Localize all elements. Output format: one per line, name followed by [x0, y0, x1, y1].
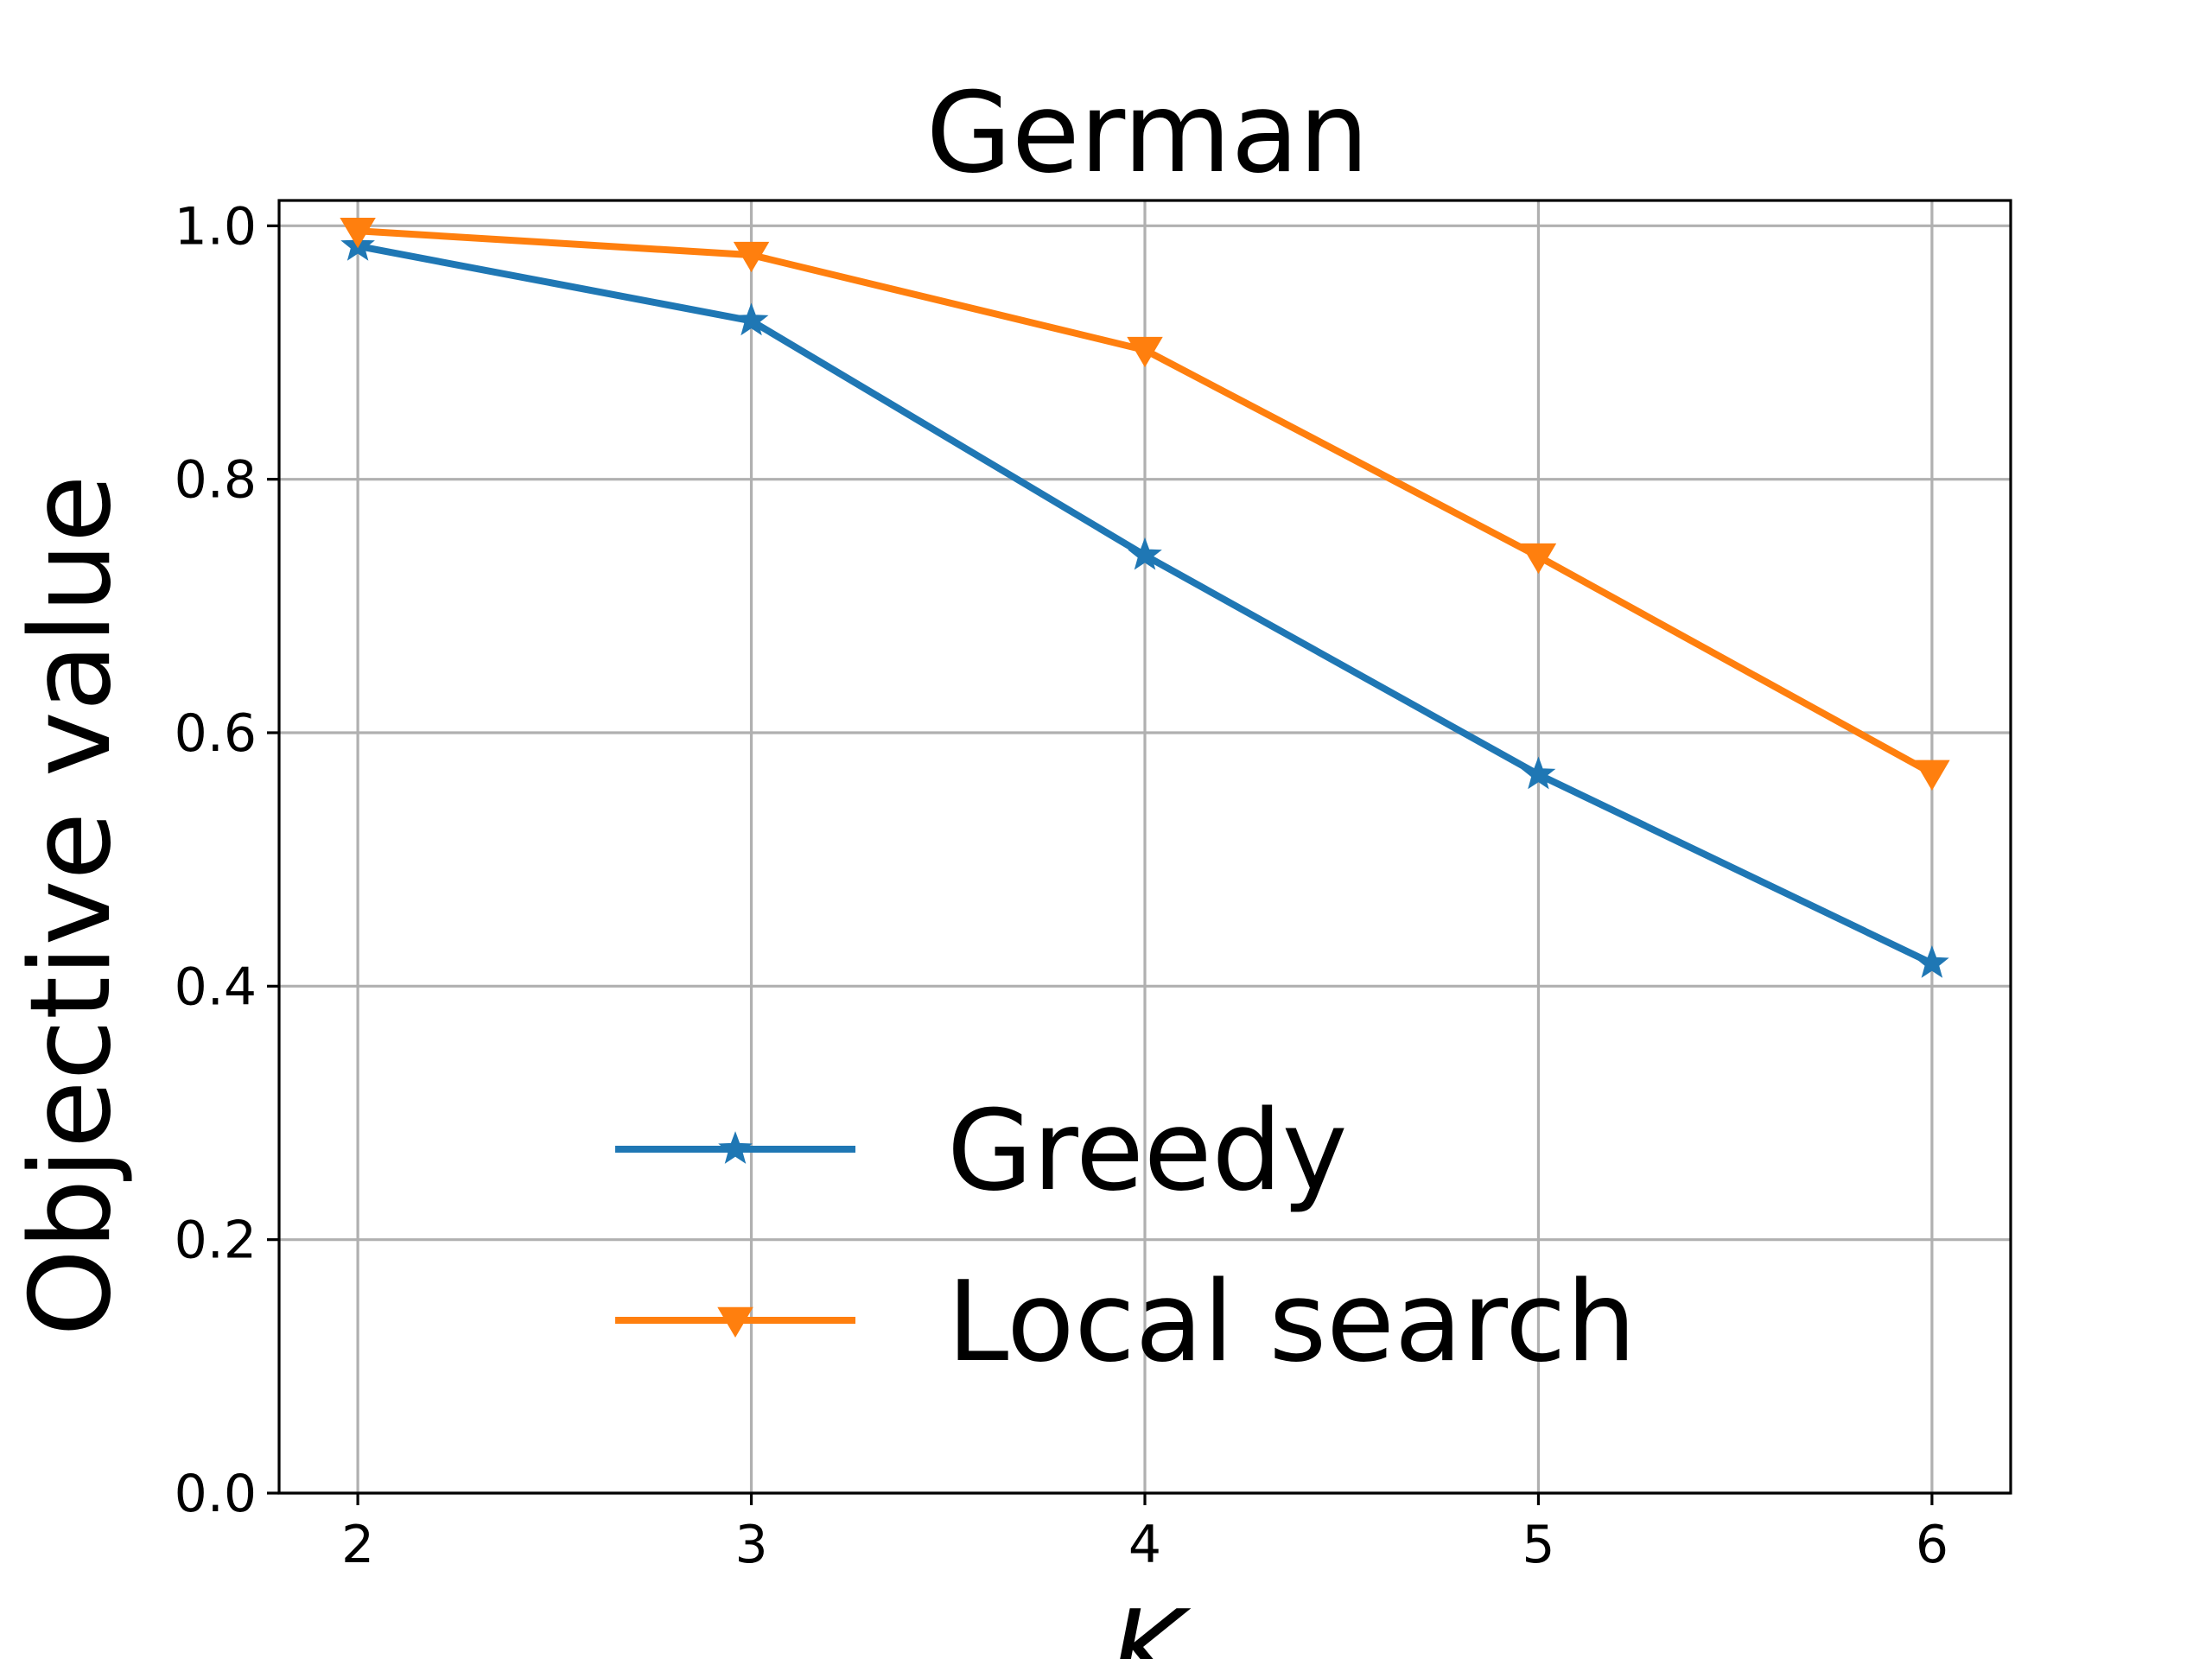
data-point — [1520, 543, 1557, 575]
x-tick-label: 5 — [1522, 1515, 1554, 1575]
y-axis-label: Objective value — [7, 474, 136, 1336]
data-point — [1915, 945, 1949, 978]
x-tick-label: 2 — [341, 1515, 374, 1575]
x-tick-label: 3 — [734, 1515, 767, 1575]
x-tick-label: 6 — [1916, 1515, 1948, 1575]
data-point — [1127, 336, 1163, 368]
x-axis-label: K — [1111, 1587, 1192, 1659]
y-tick-label: 0.2 — [175, 1211, 257, 1271]
series-1 — [340, 217, 1950, 791]
data-point — [1521, 756, 1556, 790]
legend-marker — [718, 1131, 753, 1164]
data-point — [340, 217, 376, 249]
series-layer — [340, 217, 1950, 978]
legend-label: Greedy — [947, 1087, 1348, 1216]
legend-label: Local search — [947, 1258, 1637, 1387]
data-point — [1128, 537, 1162, 570]
series-0 — [340, 227, 1949, 978]
data-point — [734, 302, 769, 336]
axis-ticks: 2 3 4 5 6 0.0 0.2 0.4 0.6 0.8 1.0 — [175, 196, 1948, 1575]
y-tick-label: 0.8 — [175, 450, 257, 511]
y-tick-label: 1.0 — [175, 196, 257, 257]
data-point — [733, 241, 770, 273]
y-tick-label: 0.6 — [175, 703, 257, 764]
legend-marker — [717, 1306, 753, 1338]
data-point — [1914, 760, 1950, 791]
chart-title: German — [926, 69, 1370, 198]
y-tick-label: 0.0 — [175, 1464, 257, 1524]
x-tick-label: 4 — [1128, 1515, 1161, 1575]
legend: Greedy Local search — [615, 1087, 1637, 1387]
y-tick-label: 0.4 — [175, 957, 257, 1017]
